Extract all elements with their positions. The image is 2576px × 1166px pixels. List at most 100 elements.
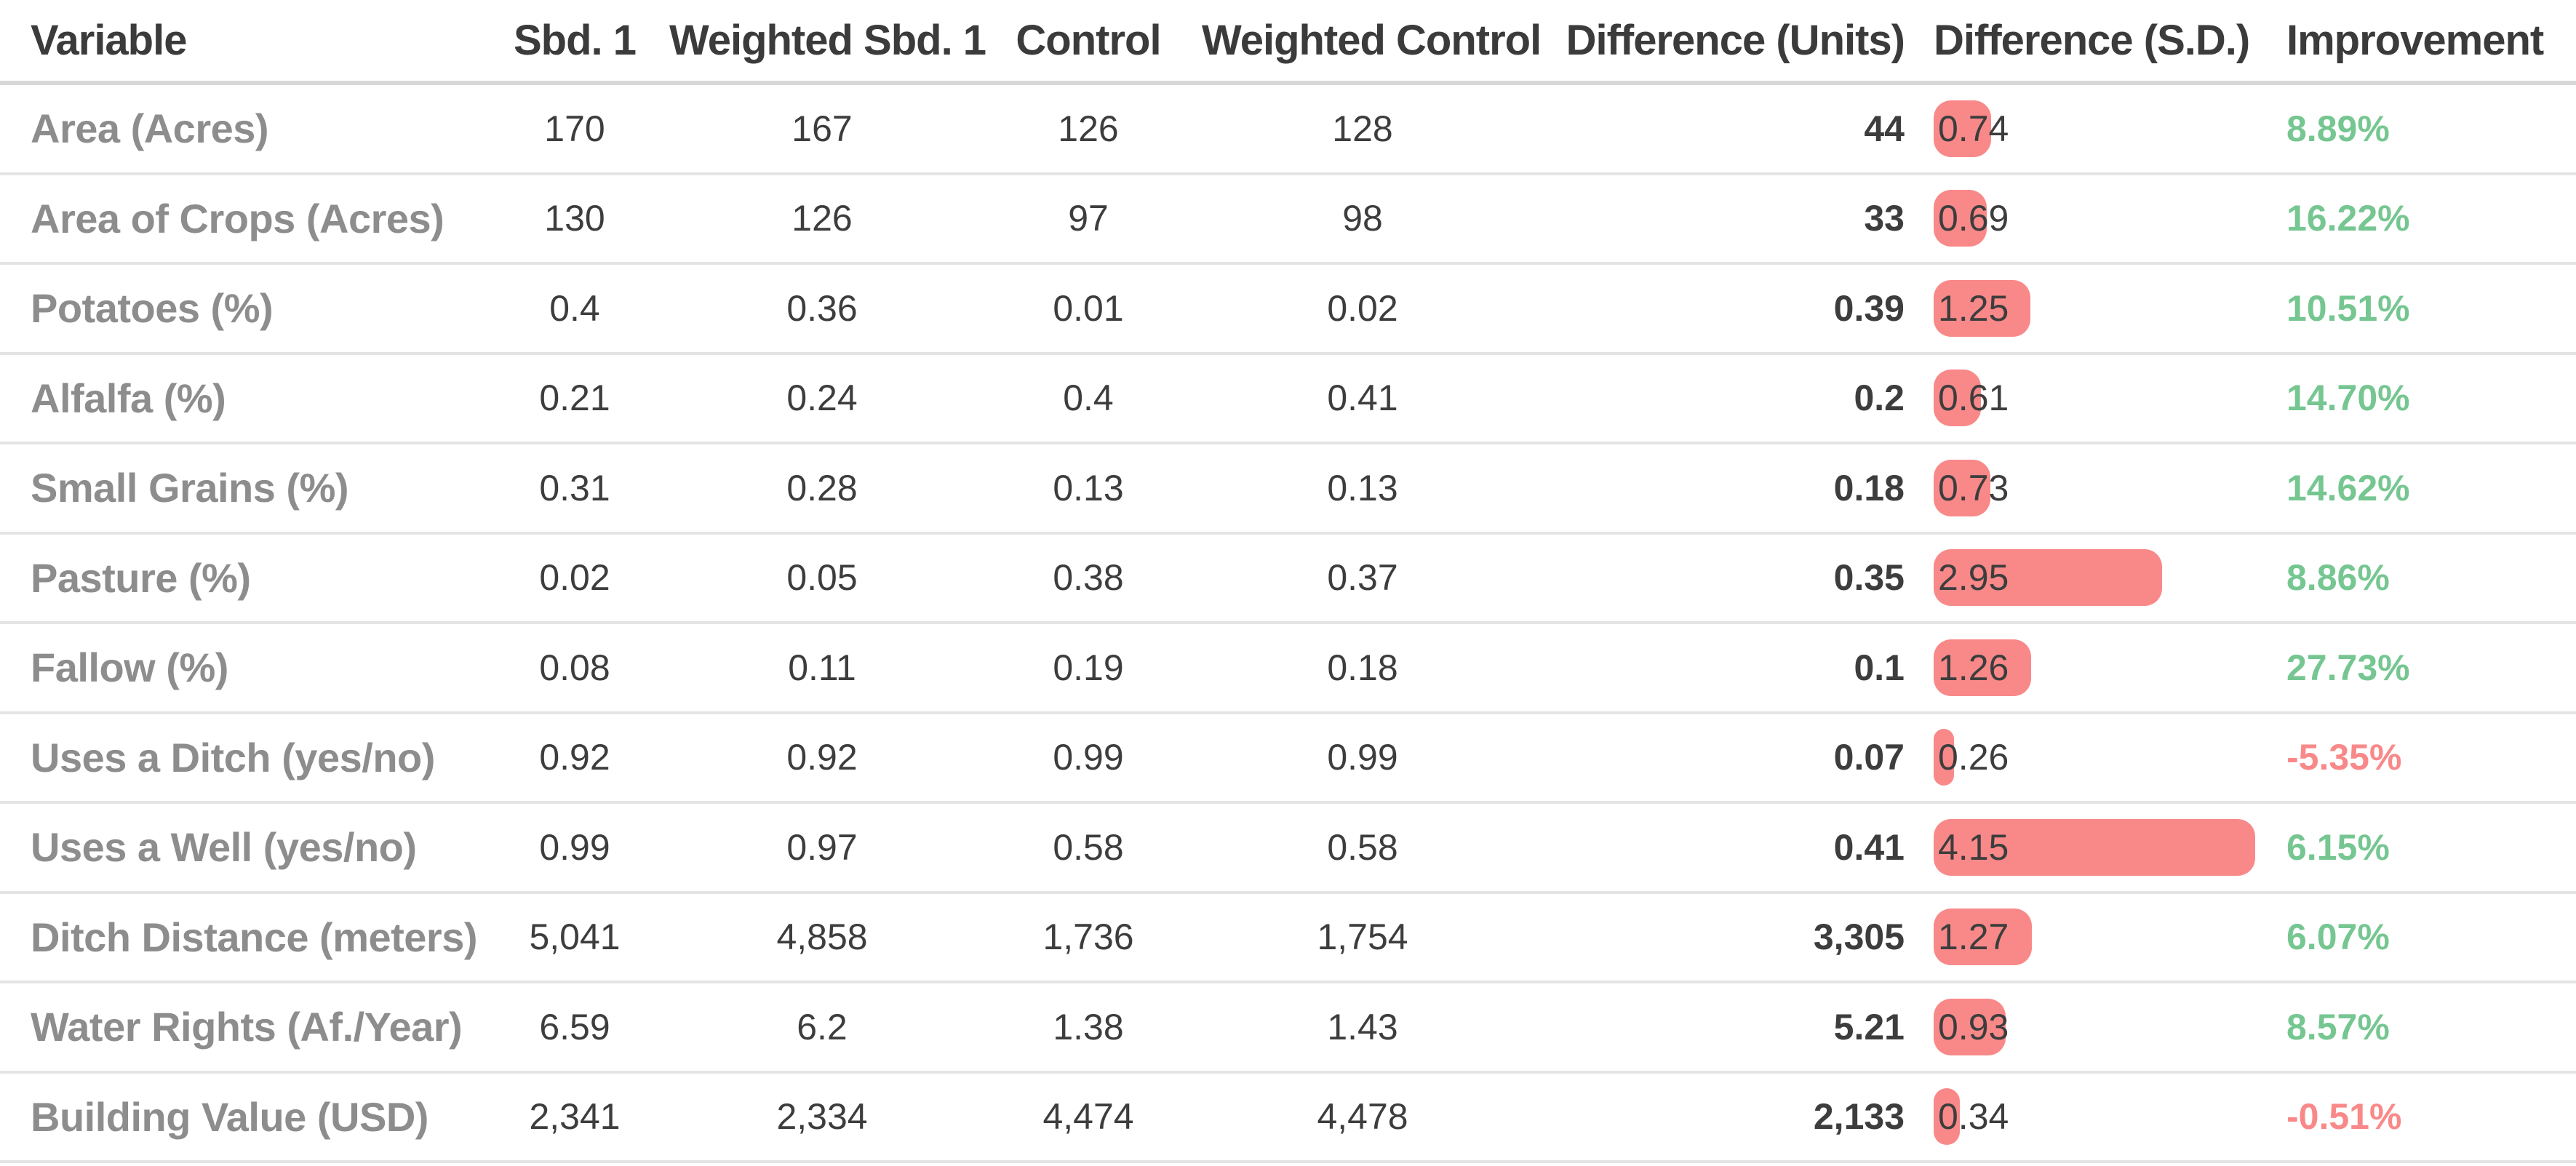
difference-sd-cell: 0.26	[1934, 714, 2286, 802]
weighted-sbd1-value: 126	[791, 198, 853, 239]
weighted-control-value: 0.02	[1327, 287, 1398, 329]
difference-units-value: 0.35	[1833, 557, 1905, 599]
sbd1-value: 0.31	[539, 467, 610, 508]
difference-sd-value: 0.34	[1938, 1096, 2009, 1138]
difference-sd-cell: 0.69	[1934, 175, 2286, 263]
weighted-control-value: 128	[1332, 108, 1393, 149]
difference-units-value: 5.21	[1833, 1006, 1905, 1047]
difference-units-value: 0.07	[1833, 737, 1905, 778]
difference-units-value: 2,133	[1813, 1096, 1905, 1138]
sd-bar	[1934, 549, 2162, 607]
table-row: Uses a Ditch (yes/no) 0.92 0.92 0.99 0.9…	[0, 714, 2576, 804]
difference-sd-cell: 0.93	[1934, 983, 2286, 1071]
weighted-control-value: 4,478	[1317, 1096, 1408, 1138]
weighted-sbd1-value: 4,858	[776, 917, 868, 958]
difference-sd-cell: 2.95	[1934, 535, 2286, 622]
column-header-variable: Variable	[31, 17, 187, 64]
difference-units-value: 0.39	[1833, 287, 1905, 329]
table-body: Area (Acres) 170 167 126 128 44 0.74 8.8…	[0, 85, 2576, 1163]
difference-sd-value: 1.26	[1938, 647, 2009, 688]
weighted-sbd1-value: 0.05	[786, 557, 858, 599]
column-header-weighted-sbd1: Weighted Sbd. 1	[669, 17, 986, 64]
variable-label: Small Grains (%)	[31, 465, 349, 511]
column-header-difference-sd: Difference (S.D.)	[1934, 17, 2250, 64]
weighted-sbd1-value: 0.28	[786, 467, 858, 508]
table-row: Uses a Well (yes/no) 0.99 0.97 0.58 0.58…	[0, 804, 2576, 894]
table-row: Area (Acres) 170 167 126 128 44 0.74 8.8…	[0, 85, 2576, 175]
difference-sd-value: 0.73	[1938, 467, 2009, 508]
sbd1-value: 0.4	[549, 287, 600, 329]
improvement-value: 6.15%	[2286, 826, 2390, 868]
variable-label: Uses a Well (yes/no)	[31, 824, 417, 871]
weighted-sbd1-value: 0.97	[786, 826, 858, 868]
difference-units-value: 0.18	[1833, 467, 1905, 508]
table-row: Building Value (USD) 2,341 2,334 4,474 4…	[0, 1073, 2576, 1163]
improvement-value: -5.35%	[2286, 737, 2402, 778]
sbd1-value: 2,341	[529, 1096, 621, 1138]
table-row: Water Rights (Af./Year) 6.59 6.2 1.38 1.…	[0, 983, 2576, 1074]
column-header-improvement: Improvement	[2286, 17, 2544, 64]
sd-bar	[1934, 100, 1991, 157]
weighted-control-value: 0.18	[1327, 647, 1398, 688]
difference-sd-value: 4.15	[1938, 826, 2009, 868]
difference-sd-value: 0.74	[1938, 108, 2009, 149]
table-row: Area of Crops (Acres) 130 126 97 98 33 0…	[0, 175, 2576, 265]
difference-sd-cell: 0.61	[1934, 355, 2286, 442]
weighted-control-value: 1.43	[1327, 1006, 1398, 1047]
sd-bar	[1934, 818, 2255, 876]
control-value: 4,474	[1042, 1096, 1134, 1138]
control-value: 0.38	[1053, 557, 1124, 599]
sbd1-value: 5,041	[529, 917, 621, 958]
weighted-sbd1-value: 0.92	[786, 737, 858, 778]
control-value: 97	[1068, 198, 1109, 239]
control-value: 0.58	[1053, 826, 1124, 868]
control-value: 0.99	[1053, 737, 1124, 778]
variable-label: Water Rights (Af./Year)	[31, 1004, 463, 1050]
difference-sd-value: 0.26	[1938, 737, 2009, 778]
weighted-sbd1-value: 0.11	[788, 647, 856, 688]
sd-bar	[1934, 459, 1990, 516]
variable-label: Pasture (%)	[31, 554, 251, 601]
improvement-value: 16.22%	[2286, 198, 2410, 239]
variable-label: Alfalfa (%)	[31, 375, 226, 421]
variable-label: Ditch Distance (meters)	[31, 914, 478, 960]
difference-sd-value: 0.93	[1938, 1006, 2009, 1047]
difference-sd-cell: 1.25	[1934, 265, 2286, 352]
column-header-control: Control	[1016, 17, 1161, 64]
difference-sd-value: 0.61	[1938, 378, 2009, 419]
weighted-control-value: 98	[1342, 198, 1383, 239]
variable-label: Area of Crops (Acres)	[31, 195, 444, 241]
weighted-control-value: 0.99	[1327, 737, 1398, 778]
improvement-value: 8.89%	[2286, 108, 2390, 149]
improvement-value: 14.62%	[2286, 467, 2410, 508]
variable-label: Building Value (USD)	[31, 1093, 428, 1140]
sd-bar	[1934, 909, 2032, 966]
difference-sd-value: 1.25	[1938, 287, 2009, 329]
difference-sd-cell: 0.73	[1934, 444, 2286, 532]
improvement-value: 8.86%	[2286, 557, 2390, 599]
control-value: 126	[1058, 108, 1119, 149]
difference-sd-cell: 0.74	[1934, 85, 2286, 172]
control-value: 0.4	[1063, 378, 1114, 419]
variable-label: Fallow (%)	[31, 644, 228, 691]
improvement-value: 14.70%	[2286, 378, 2410, 419]
weighted-sbd1-value: 2,334	[776, 1096, 868, 1138]
weighted-sbd1-value: 0.36	[786, 287, 858, 329]
difference-sd-cell: 4.15	[1934, 804, 2286, 891]
variable-label: Uses a Ditch (yes/no)	[31, 734, 435, 780]
sbd1-value: 0.99	[539, 826, 610, 868]
control-value: 0.13	[1053, 467, 1124, 508]
table-row: Potatoes (%) 0.4 0.36 0.01 0.02 0.39 1.2…	[0, 265, 2576, 355]
improvement-value: -0.51%	[2286, 1096, 2402, 1138]
difference-sd-value: 1.27	[1938, 917, 2009, 958]
difference-sd-value: 0.69	[1938, 198, 2009, 239]
control-value: 1.38	[1053, 1006, 1124, 1047]
table-header-row: Variable Sbd. 1 Weighted Sbd. 1 Control …	[0, 0, 2576, 85]
weighted-sbd1-value: 0.24	[786, 378, 858, 419]
table-row: Small Grains (%) 0.31 0.28 0.13 0.13 0.1…	[0, 444, 2576, 535]
sd-bar	[1934, 639, 2031, 696]
weighted-sbd1-value: 6.2	[797, 1006, 848, 1047]
difference-sd-cell: 1.26	[1934, 624, 2286, 711]
column-header-weighted-control: Weighted Control	[1202, 17, 1542, 64]
